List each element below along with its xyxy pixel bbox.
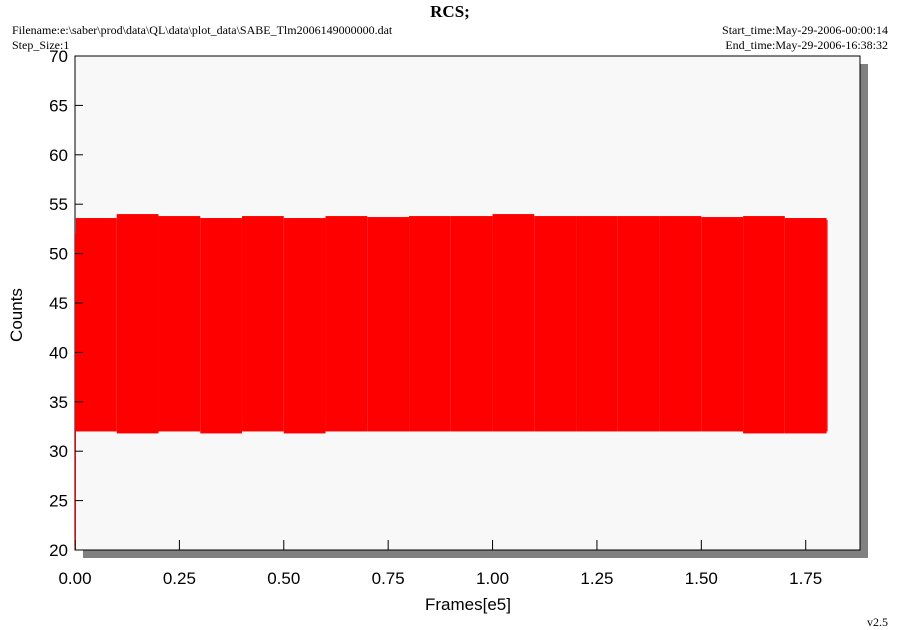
x-tick-label: 0.50	[267, 569, 300, 588]
chart-title: RCS;	[430, 2, 470, 21]
x-tick-label: 1.00	[476, 569, 509, 588]
data-band	[492, 214, 535, 432]
data-band	[75, 218, 117, 432]
data-band	[576, 216, 618, 432]
data-band	[743, 216, 785, 434]
y-tick-label: 65	[49, 96, 68, 115]
end-time: End_time:May-29-2006-16:38:32	[725, 38, 888, 52]
data-band	[450, 216, 493, 432]
x-tick-label: 0.75	[372, 569, 405, 588]
data-band	[784, 218, 827, 434]
x-tick-label: 0.00	[58, 569, 91, 588]
y-tick-label: 55	[49, 195, 68, 214]
y-axis-label: Counts	[7, 288, 26, 342]
data-band	[116, 214, 159, 434]
x-tick-label: 1.75	[789, 569, 822, 588]
x-tick-label: 1.25	[580, 569, 613, 588]
start-time: Start_time:May-29-2006-00:00:14	[722, 23, 888, 37]
data-band	[617, 216, 660, 432]
data-band	[200, 218, 243, 434]
y-tick-label: 60	[49, 146, 68, 165]
data-band	[325, 216, 368, 432]
x-axis-label: Frames[e5]	[425, 595, 511, 614]
data-band	[659, 216, 702, 432]
step-size: Step_Size:1	[12, 38, 69, 52]
y-tick-label: 50	[49, 245, 68, 264]
y-tick-label: 20	[49, 541, 68, 560]
data-band	[534, 216, 577, 432]
data-band	[158, 216, 201, 432]
data-band	[826, 220, 828, 432]
y-tick-label: 70	[49, 47, 68, 66]
filename: Filename:e:\saber\prod\data\QL\data\plot…	[12, 23, 393, 37]
data-band	[283, 218, 326, 434]
data-band	[75, 233, 76, 550]
x-tick-label: 1.50	[685, 569, 718, 588]
y-tick-label: 40	[49, 343, 68, 362]
y-tick-label: 30	[49, 442, 68, 461]
data-band	[409, 216, 451, 432]
y-tick-label: 25	[49, 492, 68, 511]
x-tick-label: 0.25	[163, 569, 196, 588]
data-band	[701, 217, 744, 432]
data-band	[242, 216, 284, 432]
y-tick-label: 45	[49, 294, 68, 313]
version: v2.5	[867, 615, 888, 629]
data-band	[367, 217, 410, 432]
y-tick-label: 35	[49, 393, 68, 412]
